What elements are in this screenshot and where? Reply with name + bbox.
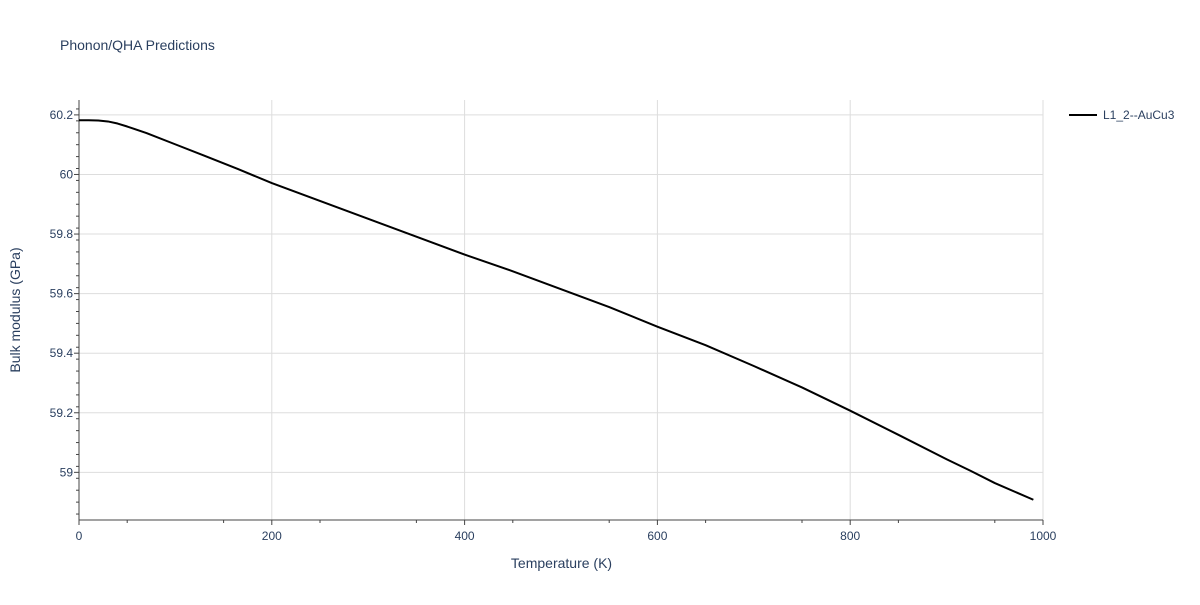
y-tick-label: 59.4 [50,346,74,360]
y-tick-label: 60 [60,167,74,181]
legend[interactable]: L1_2--AuCu3 [1069,108,1175,122]
axes [74,100,1044,525]
x-tick-label: 600 [647,529,667,543]
legend-label: L1_2--AuCu3 [1103,108,1175,122]
plot-area [79,119,1034,501]
series-line[interactable] [79,119,1034,501]
y-tick-label: 59.2 [50,406,74,420]
x-tick-label: 1000 [1030,529,1057,543]
chart-text: Phonon/QHA Predictions Temperature (K) B… [7,37,1057,571]
y-tick-label: 59.6 [50,287,74,301]
chart-title: Phonon/QHA Predictions [60,37,215,53]
x-tick-label: 0 [76,529,83,543]
y-tick-label: 59.8 [50,227,74,241]
y-axis-title: Bulk modulus (GPa) [7,247,23,372]
y-tick-label: 60.2 [50,108,74,122]
y-tick-label: 59 [60,465,74,479]
x-tick-label: 200 [262,529,282,543]
x-tick-label: 800 [840,529,860,543]
x-tick-label: 400 [455,529,475,543]
x-axis-title: Temperature (K) [511,555,612,571]
grid [79,100,1044,520]
